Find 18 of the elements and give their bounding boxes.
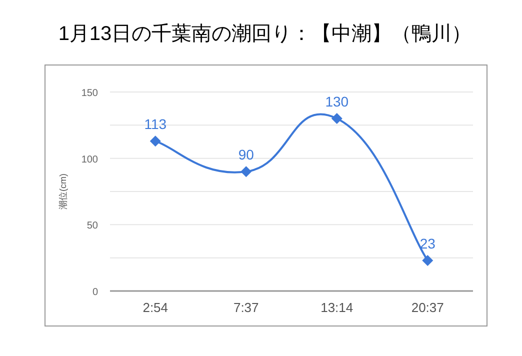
point [331,113,342,124]
data-label: 90 [238,146,254,163]
chart-title: 1月13日の千葉南の潮回り：【中潮】（鴨川） [58,23,472,45]
x-tick-label: 7:37 [233,300,259,315]
y-tick-label: 100 [81,154,98,166]
y-tick-label: 150 [81,88,98,99]
data-label: 113 [144,116,167,132]
point [240,166,252,178]
x-tick-label: 13:14 [320,300,354,315]
x-tick-label: 20:37 [411,300,444,315]
y-axis-title: 潮位(cm) [58,174,68,210]
y-tick-label: 50 [86,220,98,232]
x-tick-label: 2:54 [142,300,168,315]
data-label: 23 [420,235,436,252]
point [422,254,434,266]
point [150,136,161,147]
y-tick-label: 0 [92,287,98,298]
data-label: 130 [325,94,349,110]
